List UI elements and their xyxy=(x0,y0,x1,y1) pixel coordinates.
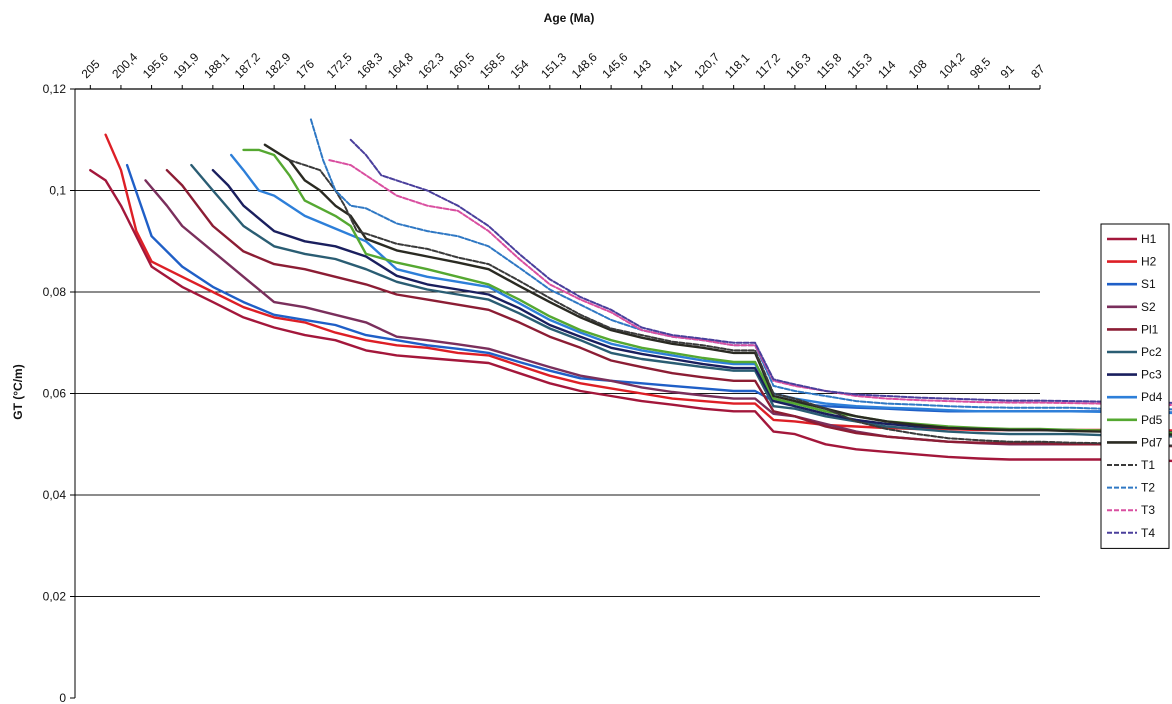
legend-label-pc2: Pc2 xyxy=(1141,345,1162,359)
legend-label-t1: T1 xyxy=(1141,458,1155,472)
legend-label-pd7: Pd7 xyxy=(1141,435,1163,449)
y-tick-labels: 0 0,02 0,04 0,06 0,08 0,1 0,12 xyxy=(43,82,67,704)
legend-label-pl1: Pl1 xyxy=(1141,322,1159,336)
legend-label-t4: T4 xyxy=(1141,526,1155,540)
legend-label-t2: T2 xyxy=(1141,481,1155,495)
legend-label-s2: S2 xyxy=(1141,300,1156,314)
legend-label-s1: S1 xyxy=(1141,277,1156,291)
y-tick-label: 0,1 xyxy=(49,184,66,198)
y-tick-label: 0 xyxy=(59,691,66,704)
y-tick-label: 0,12 xyxy=(43,82,67,96)
x-axis-title: Age (Ma) xyxy=(544,11,595,25)
y-tick-label: 0,08 xyxy=(43,285,67,299)
legend-label-h2: H2 xyxy=(1141,255,1157,269)
axes xyxy=(70,85,1041,699)
y-tick-label: 0,04 xyxy=(43,488,67,502)
legend-box xyxy=(1100,223,1170,549)
y-axis-title: GT (°C/m) xyxy=(11,364,25,419)
legend-label-pd5: Pd5 xyxy=(1141,413,1163,427)
legend-label-pd4: Pd4 xyxy=(1141,390,1163,404)
y-tick-label: 0,02 xyxy=(43,590,67,604)
legend: H1 H2 S1 S2 Pl1 Pc2 Pc3 Pd4 Pd5 Pd7 T1 T2 T3 T4 xyxy=(1100,223,1170,549)
legend-label-pc3: Pc3 xyxy=(1141,368,1162,382)
legend-label-h1: H1 xyxy=(1141,232,1157,246)
legend-label-t3: T3 xyxy=(1141,503,1155,517)
y-tick-label: 0,06 xyxy=(43,387,67,401)
